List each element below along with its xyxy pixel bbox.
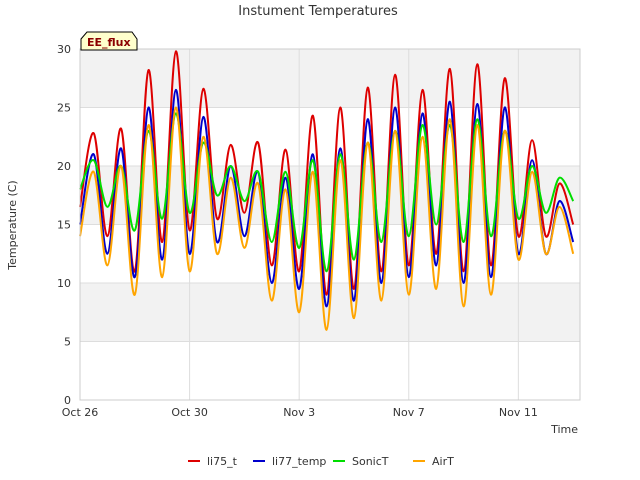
y-tick-label-30: 30 [57, 43, 71, 56]
x-axis-ticks: Oct 26 Oct 30 Nov 3 Nov 7 Nov 11 [62, 406, 538, 419]
plot-background-bands [80, 49, 580, 400]
y-tick-label-5: 5 [64, 336, 71, 349]
x-axis-title: Time [550, 423, 578, 436]
y-tick-label-25: 25 [57, 102, 71, 115]
y-tick-label-20: 20 [57, 160, 71, 173]
legend-label-li75-t: li75_t [207, 455, 238, 468]
series-line-sonict [79, 112, 575, 273]
legend-label-sonict: SonicT [352, 455, 389, 468]
ee-flux-badge: EE_flux [80, 31, 138, 51]
legend-label-li77-temp: li77_temp [272, 455, 326, 468]
y-tick-label-10: 10 [57, 277, 71, 290]
badge-label: EE_flux [87, 36, 131, 49]
plot-frame [79, 48, 581, 401]
series-lines [79, 50, 575, 331]
y-tick-label-15: 15 [57, 219, 71, 232]
y-axis-title: Temperature (C) [6, 180, 19, 270]
band-0 [80, 341, 580, 400]
x-tick-label-3: Nov 7 [393, 406, 425, 419]
legend-label-airt: AirT [432, 455, 454, 468]
chart-title: Instument Temperatures [238, 4, 398, 19]
legend: li75_t li77_temp SonicT AirT [188, 455, 454, 468]
band-5 [80, 49, 580, 108]
series-line-li75-t [79, 50, 575, 296]
y-tick-label-0: 0 [64, 394, 71, 407]
band-4 [80, 107, 580, 166]
badge-box [80, 31, 138, 51]
series-line-airt [79, 106, 575, 331]
x-tick-label-2: Nov 3 [283, 406, 315, 419]
x-tick-label-1: Oct 30 [171, 406, 208, 419]
x-tick-label-4: Nov 11 [499, 406, 538, 419]
y-axis-ticks: 0 5 10 15 20 25 30 [57, 43, 71, 407]
x-tick-label-0: Oct 26 [62, 406, 99, 419]
